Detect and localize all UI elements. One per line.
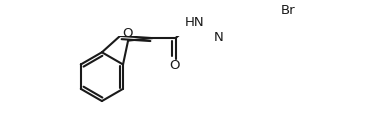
Text: Br: Br: [281, 4, 296, 17]
Text: HN: HN: [184, 16, 204, 29]
Text: O: O: [169, 59, 180, 72]
Text: N: N: [214, 31, 224, 44]
Text: O: O: [122, 27, 132, 40]
